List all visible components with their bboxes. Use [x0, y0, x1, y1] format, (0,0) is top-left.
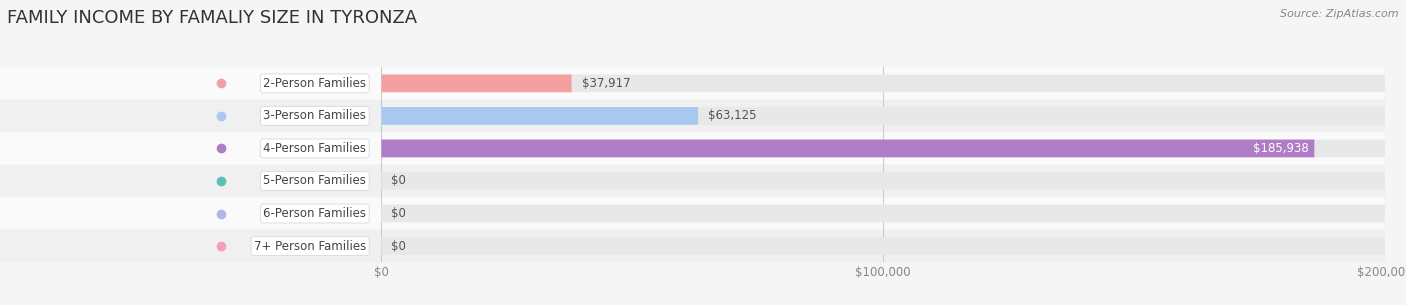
Text: 7+ Person Families: 7+ Person Families — [254, 239, 367, 253]
FancyBboxPatch shape — [381, 140, 1385, 157]
FancyBboxPatch shape — [381, 107, 699, 125]
Text: $0: $0 — [391, 239, 406, 253]
FancyBboxPatch shape — [381, 107, 1385, 125]
FancyBboxPatch shape — [381, 74, 1385, 92]
FancyBboxPatch shape — [0, 67, 1385, 100]
Text: 2-Person Families: 2-Person Families — [263, 77, 367, 90]
Text: $37,917: $37,917 — [582, 77, 630, 90]
Text: 3-Person Families: 3-Person Families — [263, 109, 367, 122]
FancyBboxPatch shape — [0, 132, 1385, 165]
Text: $185,938: $185,938 — [1253, 142, 1309, 155]
FancyBboxPatch shape — [0, 165, 1385, 197]
FancyBboxPatch shape — [0, 100, 1385, 132]
Text: $0: $0 — [391, 207, 406, 220]
FancyBboxPatch shape — [381, 172, 1385, 190]
Text: $63,125: $63,125 — [709, 109, 756, 122]
FancyBboxPatch shape — [381, 205, 1385, 222]
Text: 6-Person Families: 6-Person Families — [263, 207, 367, 220]
FancyBboxPatch shape — [381, 237, 1385, 255]
FancyBboxPatch shape — [0, 230, 1385, 262]
Text: 5-Person Families: 5-Person Families — [263, 174, 367, 188]
FancyBboxPatch shape — [381, 74, 572, 92]
Text: 4-Person Families: 4-Person Families — [263, 142, 367, 155]
FancyBboxPatch shape — [0, 197, 1385, 230]
Text: FAMILY INCOME BY FAMALIY SIZE IN TYRONZA: FAMILY INCOME BY FAMALIY SIZE IN TYRONZA — [7, 9, 418, 27]
Text: $0: $0 — [391, 174, 406, 188]
Text: Source: ZipAtlas.com: Source: ZipAtlas.com — [1281, 9, 1399, 19]
FancyBboxPatch shape — [381, 140, 1315, 157]
